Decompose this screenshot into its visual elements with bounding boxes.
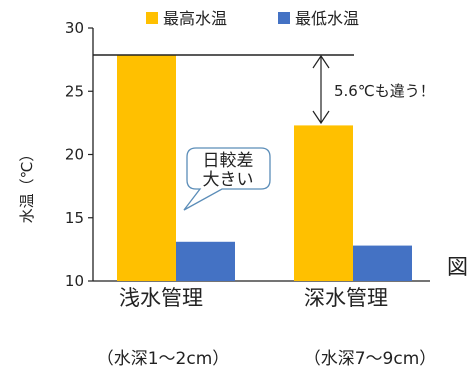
callout-line-1: 日較差 — [203, 151, 254, 171]
bar-min-temp-shallow — [176, 241, 235, 281]
y-tick-label: 15 — [65, 209, 84, 227]
y-tick-label: 20 — [65, 146, 84, 164]
category-label-deep: 深水管理 — [304, 286, 388, 310]
bar-max-temp-deep — [294, 125, 353, 281]
legend-swatch-max — [146, 12, 158, 24]
legend-label-min: 最低水温 — [295, 9, 359, 28]
difference-annotation: 5.6℃も違う！ — [93, 54, 435, 125]
category-note-shallow: （水深1～2cm） — [97, 349, 230, 369]
bar-max-temp-shallow — [117, 54, 176, 281]
y-tick-label: 10 — [65, 272, 84, 290]
callout-bubble: 日較差 大きい — [183, 147, 271, 211]
category-label-shallow: 浅水管理 — [119, 286, 203, 310]
y-axis-title: 水温（℃） — [18, 147, 36, 224]
category-note-deep: （水深7～9cm） — [304, 349, 437, 369]
callout-shape — [183, 147, 271, 211]
arrow-head-bottom — [312, 110, 330, 125]
clipped-caption: 図 — [447, 255, 468, 279]
difference-label: 5.6℃も違う！ — [334, 82, 435, 100]
arrow-head-top — [312, 54, 330, 69]
legend-label-max: 最高水温 — [163, 9, 227, 28]
y-tick-label: 30 — [65, 19, 84, 37]
legend: 最高水温 最低水温 — [146, 9, 359, 28]
bar-min-temp-deep — [353, 245, 412, 281]
legend-swatch-min — [278, 12, 290, 24]
y-tick-label: 25 — [65, 82, 84, 100]
callout-line-2: 大きい — [203, 170, 254, 190]
